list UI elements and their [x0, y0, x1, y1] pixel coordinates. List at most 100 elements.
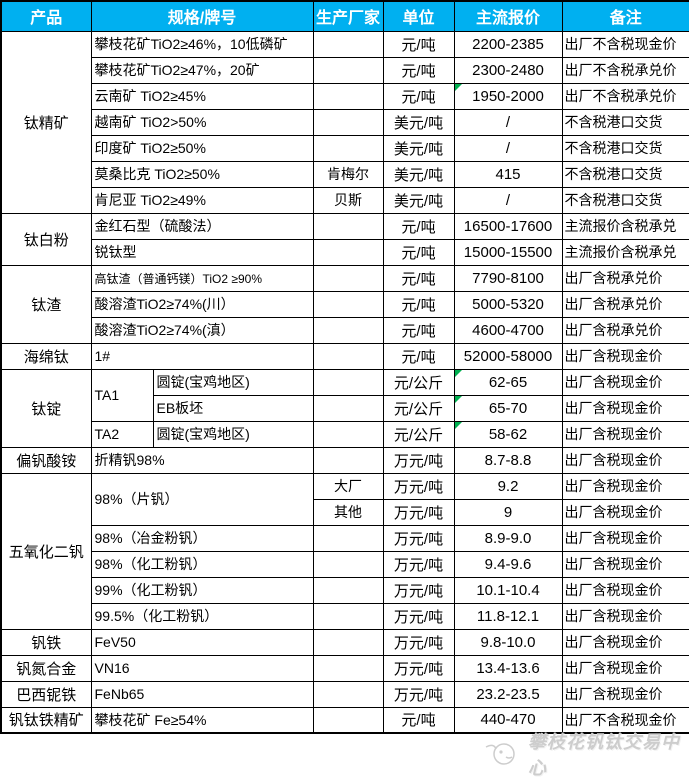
- maker-cell: [312, 446, 384, 474]
- maker-cell: [312, 576, 384, 604]
- unit-cell: 万元/吨: [382, 472, 455, 500]
- price-cell: 9: [453, 498, 563, 526]
- unit-cell: 元/吨: [382, 316, 455, 344]
- spec-shape-cell: 圆锭(宝鸡地区): [152, 420, 314, 448]
- table-row: 五氧化二钒 98%（片钒） 大厂 万元/吨 9.2 出厂含税现金价: [0, 472, 689, 630]
- spec-grade-cell: TA1: [90, 368, 154, 422]
- table-row: 越南矿 TiO2>50% 美元/吨 / 不含税港口交货: [1, 108, 689, 136]
- table-row: 钛白粉 金红石型（硫酸法） 元/吨 16500-17600 主流报价含税承兑: [0, 212, 689, 266]
- note-cell: 出厂含税现金价: [561, 498, 689, 526]
- spec-cell: FeNb65: [90, 680, 314, 708]
- maker-cell: [312, 342, 384, 370]
- spec-cell: 攀枝花矿TiO2≥46%，10低磷矿: [90, 30, 314, 58]
- note-cell: 出厂含税现金价: [561, 680, 689, 708]
- unit-cell: 万元/吨: [382, 550, 455, 578]
- spec-cell: 98%（片钒）: [90, 472, 314, 526]
- note-cell: 出厂不含税承兑价: [561, 56, 689, 84]
- price-cell: 11.8-12.1: [453, 602, 563, 630]
- maker-cell: 其他: [312, 498, 384, 526]
- table-row: 云南矿 TiO2≥45% 元/吨 1950-2000 出厂不含税承兑价: [1, 82, 689, 110]
- spec-cell: 锐钛型: [90, 238, 314, 266]
- product-cell: 海绵钛: [0, 342, 92, 370]
- unit-cell: 万元/吨: [382, 524, 455, 552]
- product-cell: 钛精矿: [0, 30, 92, 214]
- note-cell: 出厂含税现金价: [561, 628, 689, 656]
- unit-cell: 元/吨: [382, 342, 455, 370]
- table-row: 钛精矿 攀枝花矿TiO2≥46%，10低磷矿元/吨 2200-2385 出厂不含税现金…: [0, 30, 689, 214]
- unit-cell: 万元/吨: [382, 680, 455, 708]
- price-cell: 9.8-10.0: [453, 628, 563, 656]
- product-cell: 钛白粉: [0, 212, 92, 266]
- maker-cell: [312, 368, 384, 396]
- note-cell: 不含税港口交货: [561, 160, 689, 188]
- maker-cell: 贝斯: [312, 186, 384, 214]
- maker-cell: [312, 108, 384, 136]
- unit-cell: 万元/吨: [382, 628, 455, 656]
- note-cell: 出厂不含税现金价: [561, 706, 689, 734]
- maker-cell: [312, 550, 384, 578]
- spec-shape-cell: EB板坯: [152, 394, 314, 422]
- unit-cell: 美元/吨: [382, 134, 455, 162]
- table-row: 锐钛型 元/吨 15000-15500 主流报价含税承兑: [1, 238, 689, 266]
- spec-cell: 云南矿 TiO2≥45%: [90, 82, 314, 110]
- spec-cell: 1#: [90, 342, 314, 370]
- header-note: 备注: [561, 0, 689, 32]
- maker-cell: [312, 30, 384, 58]
- table-row: 钒铁 FeV50 万元/吨 9.8-10.0 出厂含税现金价: [0, 628, 689, 656]
- unit-cell: 元/吨: [382, 82, 455, 110]
- note-cell: 出厂含税现金价: [561, 550, 689, 578]
- note-cell: 出厂不含税现金价: [561, 30, 689, 58]
- table-row: 钛锭 TA1 圆锭(宝鸡地区) 元/公斤 62-65 出厂含税现金价: [0, 368, 689, 448]
- price-cell: 58-62: [453, 420, 563, 448]
- maker-cell: [312, 134, 384, 162]
- unit-cell: 元/吨: [382, 290, 455, 318]
- table-row: 其他 万元/吨 9 出厂含税现金价: [1, 498, 689, 526]
- table-row: 印度矿 TiO2≥50% 美元/吨 / 不含税港口交货: [1, 134, 689, 162]
- unit-cell: 元/吨: [382, 706, 455, 734]
- spec-cell: 99%（化工粉钒）: [90, 576, 314, 604]
- price-cell: 8.9-9.0: [453, 524, 563, 552]
- price-cell: 10.1-10.4: [453, 576, 563, 604]
- header-maker: 生产厂家: [312, 0, 384, 32]
- maker-cell: [312, 56, 384, 84]
- maker-cell: [312, 524, 384, 552]
- maker-cell: [312, 290, 384, 318]
- note-cell: 主流报价含税承兑: [561, 212, 689, 240]
- table-row: 酸溶渣TiO2≥74%(滇） 元/吨 4600-4700 出厂含税承兑价: [1, 316, 689, 344]
- price-cell: 440-470: [453, 706, 563, 734]
- spec-cell: 酸溶渣TiO2≥74%(川）: [90, 290, 314, 318]
- spec-grade-cell: TA2: [90, 420, 154, 448]
- table-row: 肯尼亚 TiO2≥49% 贝斯 美元/吨 / 不含税港口交货: [1, 186, 689, 214]
- table-row: 钛渣 高钛渣（普通钙镁）TiO2 ≥90% 元/吨 7790-8100 出厂含税承兑价: [0, 264, 689, 344]
- maker-cell: [312, 420, 384, 448]
- product-cell: 钛渣: [0, 264, 92, 344]
- spec-cell: 攀枝花矿TiO2≥47%，20矿: [90, 56, 314, 84]
- table-row: 酸溶渣TiO2≥74%(川） 元/吨 5000-5320 出厂含税承兑价: [1, 290, 689, 318]
- note-cell: 出厂含税现金价: [561, 368, 689, 396]
- price-cell: 23.2-23.5: [453, 680, 563, 708]
- table-row: 99.5%（化工粉钒） 万元/吨 11.8-12.1 出厂含税现金价: [1, 602, 689, 630]
- unit-cell: 元/公斤: [382, 394, 455, 422]
- header-price: 主流报价: [453, 0, 563, 32]
- maker-cell: [312, 628, 384, 656]
- note-cell: 出厂含税承兑价: [561, 264, 689, 292]
- unit-cell: 万元/吨: [382, 446, 455, 474]
- price-cell: 2300-2480: [453, 56, 563, 84]
- header-spec: 规格/牌号: [90, 0, 314, 32]
- unit-cell: 美元/吨: [382, 160, 455, 188]
- price-cell: 2200-2385: [453, 30, 563, 58]
- watermark-logo: [485, 743, 515, 765]
- watermark: 攀枝花钒钛交易中心: [482, 732, 687, 778]
- note-cell: 出厂含税现金价: [561, 602, 689, 630]
- maker-cell: [312, 316, 384, 344]
- maker-cell: [312, 394, 384, 422]
- unit-cell: 万元/吨: [382, 576, 455, 604]
- table-row: 98%（冶金粉钒） 万元/吨 8.9-9.0 出厂含税现金价: [1, 524, 689, 552]
- note-cell: 出厂含税现金价: [561, 394, 689, 422]
- table-row: 偏钒酸铵 折精钒98% 万元/吨 8.7-8.8 出厂含税现金价: [0, 446, 689, 474]
- price-table-body: 钛精矿 攀枝花矿TiO2≥46%，10低磷矿 元/吨 2200-2385 出厂不含税现金…: [0, 30, 689, 734]
- maker-cell: [312, 654, 384, 682]
- note-cell: 出厂含税现金价: [561, 342, 689, 370]
- price-cell: /: [453, 108, 563, 136]
- price-cell: 62-65: [453, 368, 563, 396]
